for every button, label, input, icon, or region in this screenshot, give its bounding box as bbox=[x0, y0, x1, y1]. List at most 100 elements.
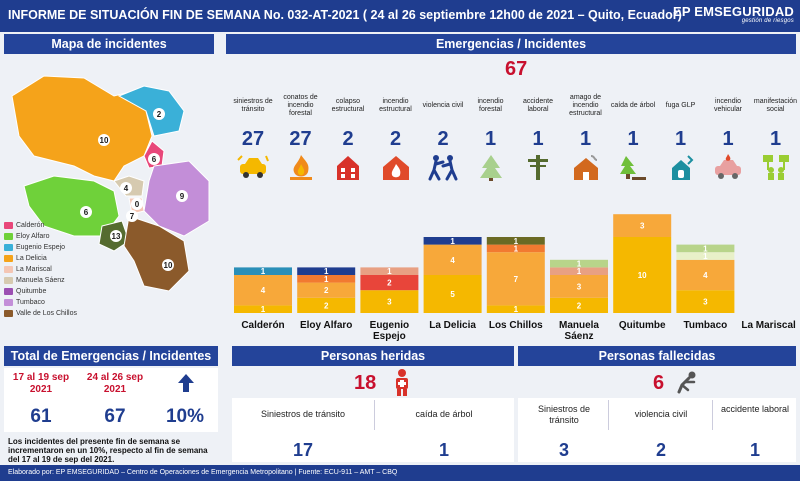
bar-segment bbox=[550, 259, 608, 268]
map-value-manuela-saenz: 4 bbox=[124, 184, 129, 193]
emergencias-panel-title: Emergencias / Incidentes bbox=[226, 34, 796, 54]
category-0: siniestros de tránsito 27 bbox=[228, 88, 278, 182]
category-value: 27 bbox=[289, 128, 312, 150]
protest-icon bbox=[759, 152, 793, 182]
category-value: 1 bbox=[532, 128, 544, 150]
fallecidas-total: 6 bbox=[653, 372, 665, 394]
category-label: amago de incendio estructural bbox=[569, 94, 602, 117]
bar-segment bbox=[676, 244, 735, 253]
category-value: 1 bbox=[484, 128, 497, 150]
category-label: incendio vehicular bbox=[713, 98, 742, 113]
legend-item: Eugenio Espejo bbox=[4, 242, 94, 253]
heridas-item-value-1: 1 bbox=[438, 440, 449, 460]
period-curr-year: 2021 bbox=[103, 384, 127, 395]
x-axis-label: Los Chillos bbox=[481, 320, 551, 331]
map-value-valle-los-chillos: 10 bbox=[164, 261, 173, 270]
fallen-person-icon bbox=[676, 370, 700, 399]
category-label: colapso estructural bbox=[331, 98, 365, 113]
fallecidas-item-label-2: accidente laboral bbox=[720, 404, 790, 414]
bar-segment bbox=[550, 267, 608, 275]
heridas-total: 18 bbox=[354, 372, 377, 394]
bar-segment bbox=[486, 252, 545, 306]
fallen-tree-icon bbox=[616, 152, 650, 182]
category-6: accidente laboral 1 bbox=[513, 88, 563, 182]
bar-segment bbox=[297, 282, 356, 298]
legend-item: Quitumbe bbox=[4, 286, 94, 297]
period-prev: 17 al 19 sep 2021 bbox=[10, 372, 72, 396]
report-footer: Elaborado por: EP EMSEGURIDAD – Centro d… bbox=[0, 465, 800, 481]
legend-item: Calderón bbox=[4, 220, 94, 231]
x-axis-label: Tumbaco bbox=[670, 320, 740, 331]
map-panel-title: Mapa de incidentes bbox=[4, 34, 214, 54]
bar-segment-label: 1 bbox=[261, 305, 266, 314]
legend-label: Quitumbe bbox=[16, 288, 47, 295]
value-prev: 61 bbox=[30, 406, 52, 427]
legend-swatch bbox=[4, 310, 13, 317]
legend-label: Valle de Los Chillos bbox=[16, 310, 77, 317]
brand-logo: EP EMSEGURIDAD gestión de riesgos bbox=[673, 4, 794, 24]
bar-segment bbox=[423, 237, 482, 245]
change-percent: 10% bbox=[165, 406, 205, 427]
fallecidas-divider-2 bbox=[712, 400, 713, 430]
bar-segment bbox=[676, 290, 735, 313]
legend-label: La Mariscal bbox=[16, 266, 52, 273]
fallecidas-item-label-0: Siniestros de tránsito bbox=[537, 404, 591, 425]
x-axis-label-line: Espejo bbox=[372, 331, 406, 342]
fight-icon bbox=[426, 152, 460, 182]
bar-segment-label: 5 bbox=[450, 290, 455, 299]
category-1: conatos de incendio forestal 27 bbox=[276, 88, 326, 182]
category-10: incendio vehicular 1 bbox=[703, 88, 753, 182]
legend-label: La Delicia bbox=[16, 255, 47, 262]
category-label: fuga GLP bbox=[665, 102, 696, 109]
region-eugenio-espejo bbox=[117, 85, 185, 137]
legend-swatch bbox=[4, 233, 13, 240]
category-label: accidente laboral bbox=[523, 98, 553, 113]
value-curr: 67 bbox=[104, 406, 126, 427]
period-curr: 24 al 26 sep 2021 bbox=[80, 372, 150, 396]
map-legend: Calderón Eloy Alfaro Eugenio Espejo La Deli… bbox=[4, 220, 94, 319]
fallecidas-item-label-1: violencia civil bbox=[634, 409, 688, 419]
incident-map: 10 2 6 4 0 7 9 6 13 10 bbox=[4, 56, 220, 340]
bar-segment-label: 1 bbox=[703, 252, 708, 261]
bar-segment-label: 2 bbox=[387, 279, 392, 288]
period-prev-dates: 17 al 19 sep bbox=[12, 372, 70, 383]
fallecidas-item-value-0: 3 bbox=[558, 440, 569, 460]
bar-segment bbox=[550, 275, 608, 298]
heridas-box bbox=[232, 398, 514, 462]
injured-person-icon bbox=[390, 368, 414, 401]
map-value-calderon: 6 bbox=[152, 155, 157, 164]
legend-label: Calderón bbox=[16, 222, 45, 229]
legend-label: Eugenio Espejo bbox=[16, 244, 66, 251]
legend-swatch bbox=[4, 266, 13, 273]
bar-segment bbox=[486, 305, 545, 313]
bar-segment bbox=[423, 275, 482, 313]
category-4: violencia civil 2 bbox=[418, 88, 468, 182]
category-2: colapso estructural 2 bbox=[323, 88, 373, 182]
forest-fire-icon bbox=[284, 152, 318, 182]
category-value: 2 bbox=[437, 128, 449, 150]
brand-name: EP EMSEGURIDAD bbox=[672, 4, 794, 19]
legend-label: Eloy Alfaro bbox=[16, 233, 50, 240]
bar-segment-label: 2 bbox=[324, 301, 329, 310]
region-tumbaco bbox=[143, 160, 210, 237]
x-axis-label-line: Eloy Alfaro bbox=[299, 320, 353, 331]
bar-segment-label: 3 bbox=[387, 298, 392, 307]
x-axis-label-line: La Mariscal bbox=[741, 320, 796, 331]
legend-label: Manuela Sáenz bbox=[16, 277, 65, 284]
fallecidas-item-value-1: 2 bbox=[655, 440, 666, 460]
map-value-quitumbe: 13 bbox=[112, 232, 121, 241]
bar-segment bbox=[613, 214, 672, 237]
bar-segment-label: 3 bbox=[703, 298, 708, 307]
x-axis-label: Calderón bbox=[228, 320, 298, 331]
building-collapse-icon bbox=[331, 152, 365, 182]
bar-segment-label: 1 bbox=[324, 275, 329, 284]
legend-swatch bbox=[4, 299, 13, 306]
x-axis-label: La Delicia bbox=[418, 320, 488, 331]
x-axis-label-line: Sáenz bbox=[564, 331, 594, 342]
bar-segment-label: 1 bbox=[324, 267, 329, 276]
legend-item: Manuela Sáenz bbox=[4, 275, 94, 286]
bar-segment bbox=[550, 297, 608, 313]
bar-segment bbox=[486, 244, 545, 253]
bar-segment bbox=[423, 244, 482, 275]
